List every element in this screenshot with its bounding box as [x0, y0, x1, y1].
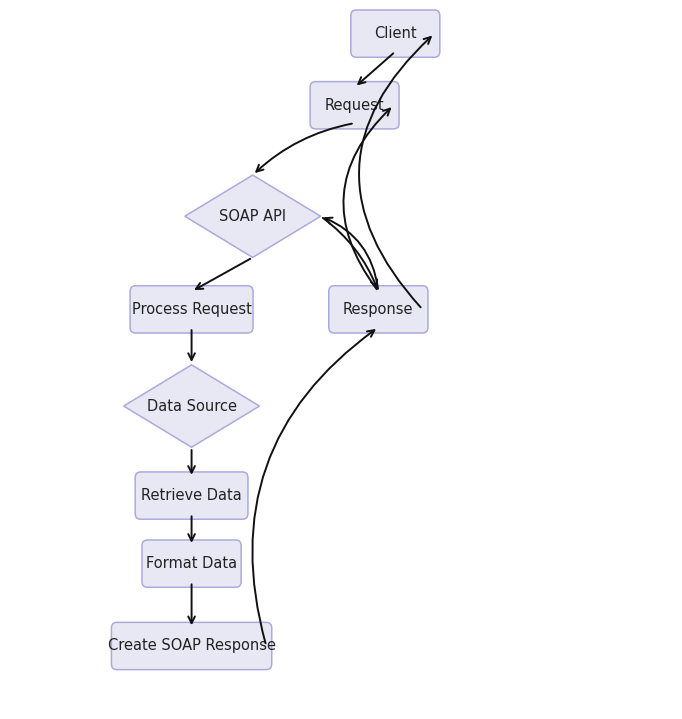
Text: Request: Request	[325, 98, 385, 113]
Text: SOAP API: SOAP API	[219, 209, 286, 224]
Text: Format Data: Format Data	[146, 556, 237, 571]
FancyBboxPatch shape	[111, 623, 271, 669]
Polygon shape	[123, 365, 259, 447]
FancyBboxPatch shape	[130, 285, 253, 333]
FancyBboxPatch shape	[310, 81, 399, 129]
Polygon shape	[185, 175, 321, 257]
Text: Data Source: Data Source	[147, 398, 237, 413]
Text: Client: Client	[374, 26, 417, 41]
FancyBboxPatch shape	[329, 285, 428, 333]
Text: Response: Response	[343, 302, 413, 317]
FancyBboxPatch shape	[135, 472, 248, 519]
Text: Process Request: Process Request	[132, 302, 252, 317]
FancyBboxPatch shape	[351, 10, 440, 58]
Text: Retrieve Data: Retrieve Data	[141, 488, 242, 503]
Text: Create SOAP Response: Create SOAP Response	[108, 638, 276, 654]
FancyBboxPatch shape	[142, 540, 241, 587]
